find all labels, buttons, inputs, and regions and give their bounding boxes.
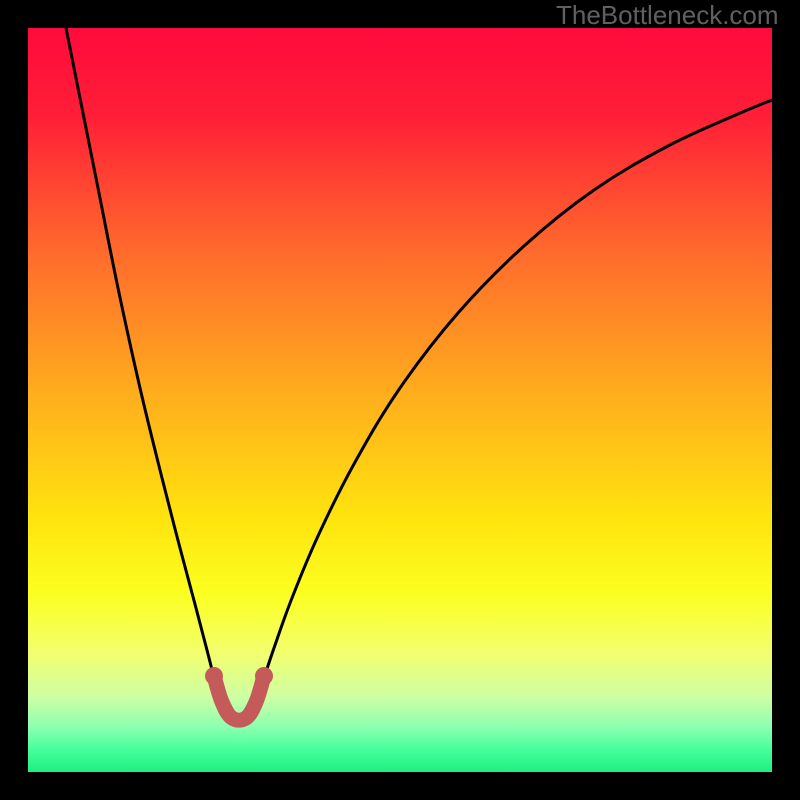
- gradient-background: [28, 28, 772, 772]
- watermark-text: TheBottleneck.com: [556, 0, 779, 31]
- valley-endpoint-dot: [255, 667, 273, 685]
- plot-area: [28, 28, 772, 772]
- valley-endpoint-dot: [205, 667, 223, 685]
- chart-svg: [28, 28, 772, 772]
